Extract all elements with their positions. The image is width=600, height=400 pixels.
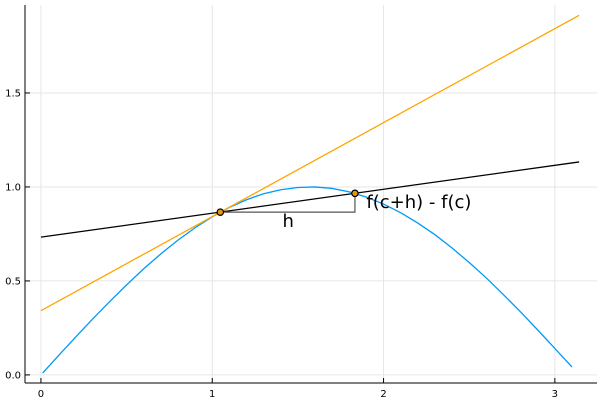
data-point bbox=[351, 189, 359, 198]
y-tick-label: 0.0 bbox=[5, 370, 21, 381]
h-bracket bbox=[220, 193, 356, 213]
annotation-label: f(c+h) - f(c) bbox=[366, 192, 471, 213]
annotations: h f(c+h) - f(c) bbox=[282, 192, 471, 232]
secant-line bbox=[40, 161, 580, 238]
y-tick-label: 0.5 bbox=[5, 276, 21, 287]
series-layer bbox=[40, 14, 580, 374]
x-tick-label: 0 bbox=[38, 389, 44, 400]
ticks: 0 1 2 3 0.0 0.5 1.0 1.5 bbox=[5, 88, 558, 400]
x-tick-label: 1 bbox=[209, 389, 215, 400]
y-tick-label: 1.5 bbox=[5, 88, 21, 99]
tangent-line bbox=[40, 14, 580, 312]
marks-layer bbox=[216, 189, 359, 216]
y-tick-label: 1.0 bbox=[5, 182, 21, 193]
axes bbox=[24, 5, 597, 384]
grid bbox=[25, 5, 597, 383]
data-point bbox=[216, 208, 225, 216]
x-tick-label: 2 bbox=[380, 389, 386, 400]
x-tick-label: 3 bbox=[552, 389, 558, 400]
annotation-label: h bbox=[282, 211, 293, 232]
sine-curve bbox=[42, 186, 573, 374]
